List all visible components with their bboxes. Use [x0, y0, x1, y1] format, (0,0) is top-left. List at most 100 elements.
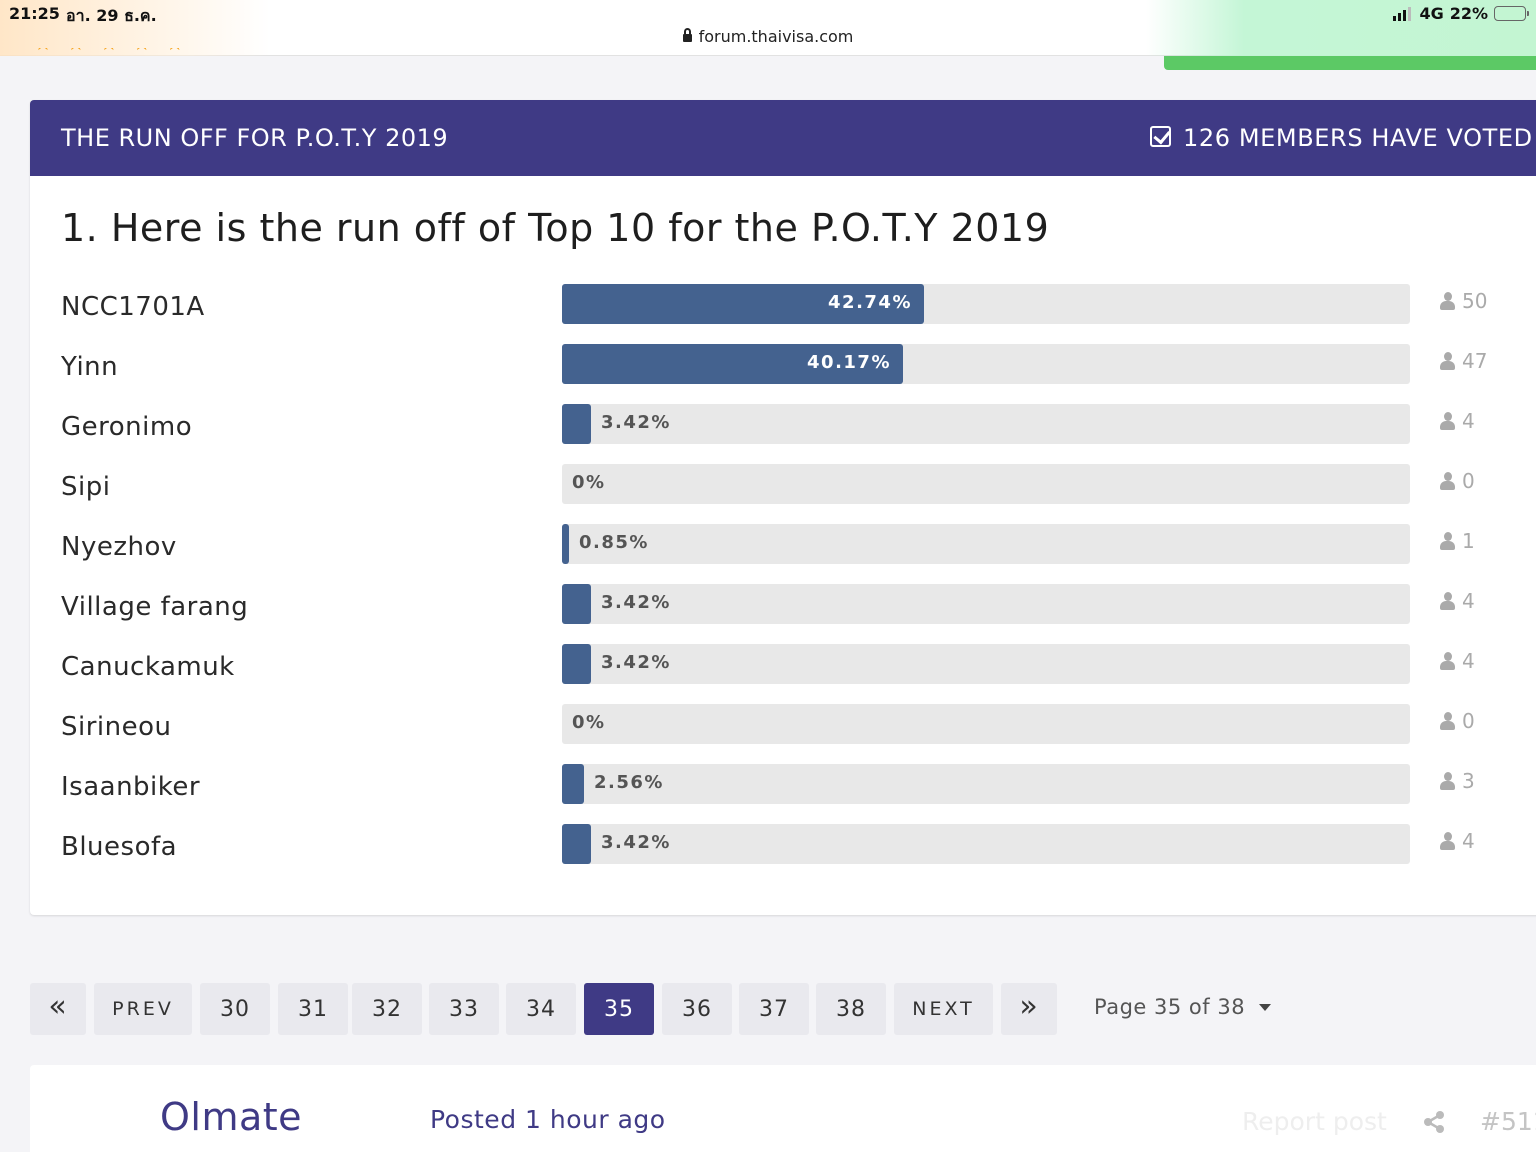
poll-vote-number: 50 — [1462, 289, 1488, 313]
battery-icon — [1494, 6, 1529, 21]
page-button-31[interactable]: 31 — [278, 983, 348, 1035]
poll-bar-fill — [562, 284, 924, 324]
poll-vote-count: 3 — [1440, 769, 1475, 793]
status-bar-left-glow — [0, 0, 270, 56]
poll-option-label: Sipi — [61, 472, 111, 502]
poll-option-row: Village farang 3.42% 4 — [30, 584, 1536, 644]
poll-option-label: Isaanbiker — [61, 772, 201, 802]
poll-option-row: Yinn 40.17% 47 — [30, 344, 1536, 404]
user-icon — [1440, 592, 1455, 610]
poll-percent-label: 0% — [572, 712, 606, 733]
poll-vote-count: 4 — [1440, 409, 1475, 433]
poll-option-label: Geronimo — [61, 412, 193, 442]
page-button-30[interactable]: 30 — [200, 983, 270, 1035]
double-chevron-right-icon: » — [1019, 989, 1039, 1024]
next-button[interactable]: NEXT — [894, 983, 993, 1035]
poll-voted-count: 126 MEMBERS HAVE VOTED — [1150, 124, 1533, 152]
poll-vote-count: 47 — [1440, 349, 1487, 373]
poll-option-row: Sirineou 0% 0 — [30, 704, 1536, 764]
poll-percent-label: 3.42% — [601, 832, 671, 853]
page-button-36[interactable]: 36 — [662, 983, 732, 1035]
post-number-link[interactable]: #511 — [1480, 1107, 1536, 1136]
page-button-33[interactable]: 33 — [429, 983, 499, 1035]
signal-icon — [1393, 6, 1412, 21]
address-bar[interactable]: forum.thaivisa.com — [0, 27, 1536, 46]
page-button-34[interactable]: 34 — [506, 983, 576, 1035]
poll-vote-count: 50 — [1440, 289, 1487, 313]
page-button-38[interactable]: 38 — [816, 983, 886, 1035]
user-icon — [1440, 352, 1455, 370]
poll-percent-label: 40.17% — [807, 352, 891, 373]
poll-option-label: Yinn — [61, 352, 119, 382]
status-bar: 21:25 อา. 29 ธ.ค. forum.thaivisa.com 4G … — [0, 0, 1536, 56]
poll-bar-track: 40.17% — [562, 344, 1410, 384]
post-timestamp[interactable]: Posted 1 hour ago — [430, 1105, 666, 1134]
poll-bar-fill — [562, 344, 903, 384]
poll-vote-count: 4 — [1440, 589, 1475, 613]
poll-percent-label: 42.74% — [828, 292, 912, 313]
poll-option-row: Canuckamuk 3.42% 4 — [30, 644, 1536, 704]
poll-bar-track: 0% — [562, 464, 1410, 504]
user-icon — [1440, 472, 1455, 490]
user-icon — [1440, 412, 1455, 430]
page-jump-dropdown[interactable]: Page 35 of 38 — [1094, 995, 1272, 1019]
poll-bar-track: 2.56% — [562, 764, 1410, 804]
poll-bar-track: 42.74% — [562, 284, 1410, 324]
user-icon — [1440, 772, 1455, 790]
poll-option-label: Sirineou — [61, 712, 172, 742]
network-type: 4G — [1419, 4, 1444, 23]
poll-vote-number: 4 — [1462, 649, 1475, 673]
user-icon — [1440, 532, 1455, 550]
clock-date: อา. 29 ธ.ค. — [66, 6, 157, 25]
user-icon — [1440, 832, 1455, 850]
green-action-button[interactable] — [1164, 56, 1536, 70]
poll-bar-fill — [562, 404, 591, 444]
poll-bar-track: 3.42% — [562, 824, 1410, 864]
poll-option-row: NCC1701A 42.74% 50 — [30, 284, 1536, 344]
page-of-label: Page 35 of 38 — [1094, 995, 1246, 1019]
address-url: forum.thaivisa.com — [698, 27, 854, 46]
page-button-35[interactable]: 35 — [584, 983, 654, 1035]
poll-vote-count: 4 — [1440, 649, 1475, 673]
poll-vote-number: 0 — [1462, 469, 1475, 493]
lock-icon — [682, 28, 692, 42]
poll-bar-fill — [562, 584, 591, 624]
poll-option-row: Isaanbiker 2.56% 3 — [30, 764, 1536, 824]
last-page-button[interactable]: » — [1001, 983, 1057, 1035]
status-indicators: 4G 22% — [1393, 4, 1529, 23]
poll-voted-text: 126 MEMBERS HAVE VOTED — [1183, 124, 1533, 152]
page-button-32[interactable]: 32 — [352, 983, 422, 1035]
rating-stars-icon: ★★★★★ — [34, 48, 199, 58]
poll-vote-number: 4 — [1462, 589, 1475, 613]
first-page-button[interactable]: « — [30, 983, 86, 1035]
poll-percent-label: 3.42% — [601, 412, 671, 433]
poll-question: 1. Here is the run off of Top 10 for the… — [61, 206, 1050, 250]
poll-vote-number: 47 — [1462, 349, 1488, 373]
checkbox-checked-icon — [1150, 126, 1171, 147]
poll-vote-count: 4 — [1440, 829, 1475, 853]
poll-option-row: Bluesofa 3.42% 4 — [30, 824, 1536, 884]
poll-percent-label: 0.85% — [579, 532, 649, 553]
share-icon[interactable] — [1422, 1111, 1446, 1133]
poll-option-label: Village farang — [61, 592, 249, 622]
poll-bar-fill — [562, 764, 584, 804]
user-icon — [1440, 292, 1455, 310]
battery-percent: 22% — [1449, 4, 1488, 23]
report-post-link[interactable]: Report post — [1242, 1107, 1387, 1136]
poll-option-row: Sipi 0% 0 — [30, 464, 1536, 524]
poll-percent-label: 3.42% — [601, 592, 671, 613]
poll-title: THE RUN OFF FOR P.O.T.Y 2019 — [61, 124, 449, 152]
poll-percent-label: 0% — [572, 472, 606, 493]
poll-bar-fill — [562, 524, 569, 564]
poll-vote-count: 1 — [1440, 529, 1475, 553]
poll-vote-count: 0 — [1440, 469, 1475, 493]
page-button-37[interactable]: 37 — [739, 983, 809, 1035]
post-author-link[interactable]: Olmate — [160, 1095, 303, 1139]
poll-vote-number: 4 — [1462, 409, 1475, 433]
poll-bar-fill — [562, 824, 591, 864]
poll-vote-number: 1 — [1462, 529, 1475, 553]
poll-bar-track: 3.42% — [562, 644, 1410, 684]
prev-button[interactable]: PREV — [94, 983, 192, 1035]
poll-vote-number: 4 — [1462, 829, 1475, 853]
poll-option-label: Canuckamuk — [61, 652, 235, 682]
